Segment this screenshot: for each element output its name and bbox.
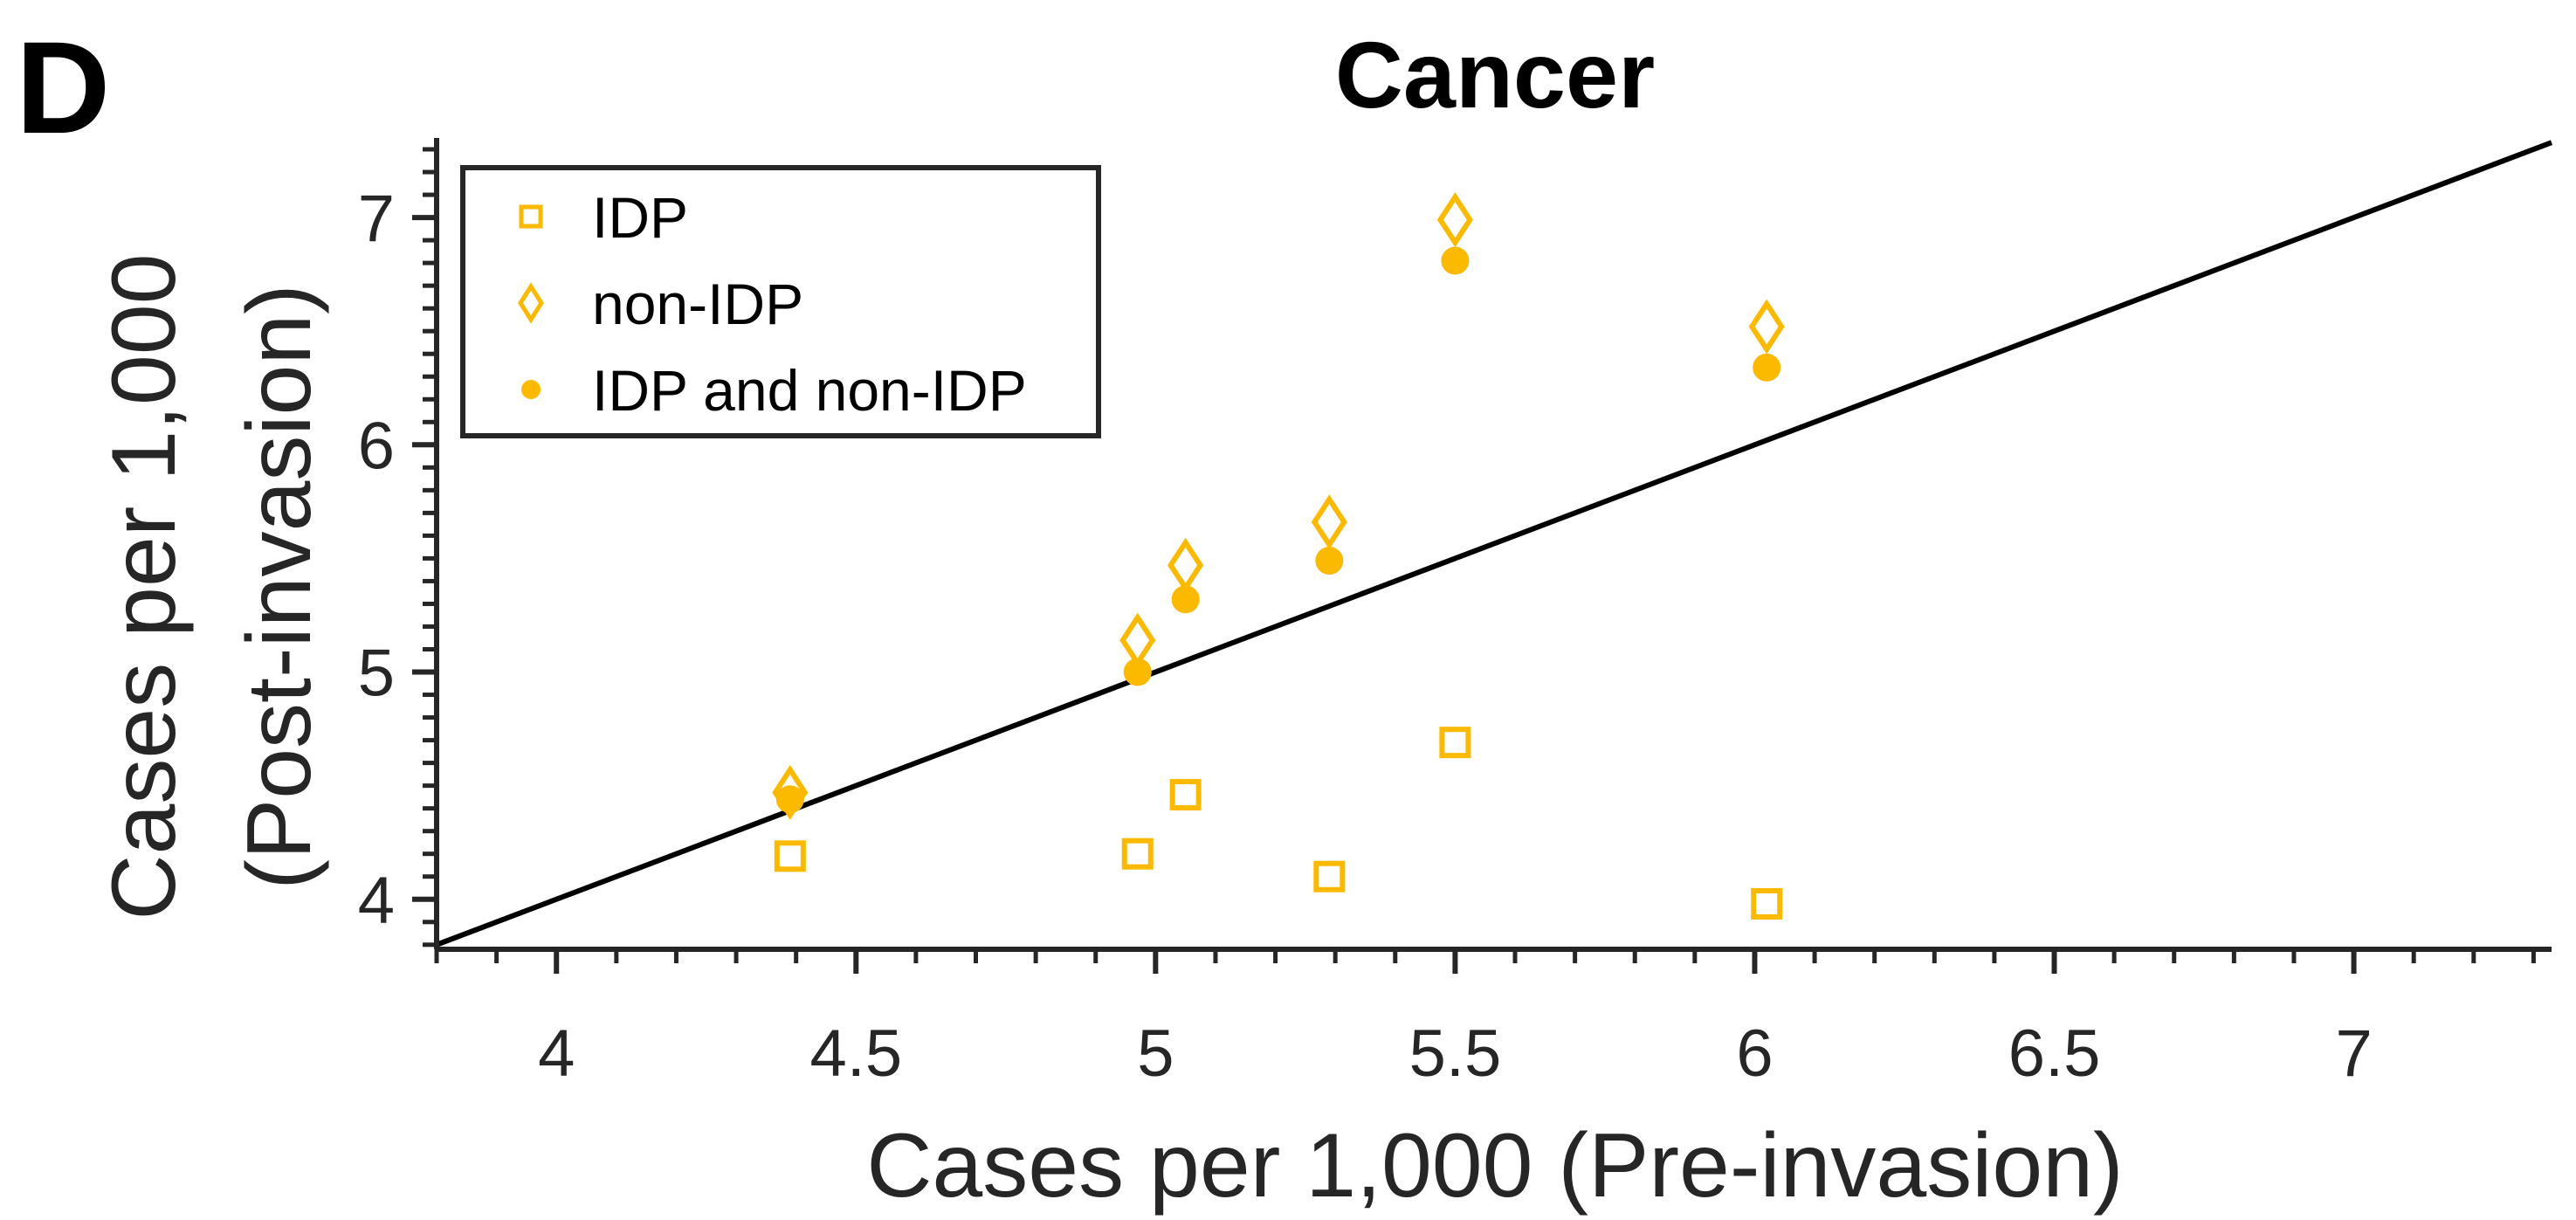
circle-data-point xyxy=(1171,585,1200,614)
diamond-data-point xyxy=(1311,494,1347,550)
circle-data-point xyxy=(1123,658,1152,686)
y-tick-label: 4 xyxy=(358,864,395,938)
square-data-point xyxy=(1313,860,1346,893)
square-data-point xyxy=(1751,887,1783,920)
legend-label: IDP and non-IDP xyxy=(592,358,1027,423)
x-tick-label: 5.5 xyxy=(1409,1017,1502,1091)
circle-data-point xyxy=(1753,353,1781,382)
diamond-data-point xyxy=(772,764,809,820)
diamond-data-point xyxy=(1167,537,1204,593)
legend-square-marker xyxy=(519,204,543,229)
legend-label: IDP xyxy=(592,185,688,250)
square-data-point xyxy=(1121,837,1154,870)
x-tick-label: 4 xyxy=(538,1017,575,1091)
y-axis-label-line-2: (Post-invasion) xyxy=(229,284,330,890)
legend-diamond-marker xyxy=(518,282,544,324)
square-data-point xyxy=(774,840,806,872)
x-axis-label: Cases per 1,000 (Pre-invasion) xyxy=(866,1115,2123,1217)
circle-data-point xyxy=(775,785,804,814)
x-tick-label: 6 xyxy=(1736,1017,1773,1091)
y-tick-label: 5 xyxy=(358,637,395,711)
square-data-point xyxy=(1439,727,1471,759)
legend-label: non-IDP xyxy=(592,272,803,336)
panel-label: D xyxy=(16,14,110,161)
diamond-data-point xyxy=(1436,192,1473,248)
legend-box xyxy=(460,165,1101,438)
legend: IDP non-IDP IDP and non-IDP xyxy=(460,165,1101,438)
y-tick-label: 7 xyxy=(358,182,395,256)
plot-area: 4 4.5 5 5.5 6 6.5 7 4 5 6 7 xyxy=(358,138,2553,1091)
x-tick-label: 7 xyxy=(2335,1017,2372,1091)
diamond-data-point xyxy=(1119,612,1156,668)
y-axis-label-line-1: Cases per 1,000 xyxy=(93,253,195,920)
circle-data-point xyxy=(1315,547,1344,576)
diamond-data-point xyxy=(1748,299,1785,355)
chart-title: Cancer xyxy=(1335,22,1655,128)
legend-circle-marker xyxy=(521,380,541,399)
y-tick-label: 6 xyxy=(358,409,395,483)
square-data-point xyxy=(1169,779,1202,811)
x-tick-label: 4.5 xyxy=(809,1017,902,1091)
x-tick-label: 6.5 xyxy=(2008,1017,2101,1091)
y-axis-label: Cases per 1,000 (Post-invasion) xyxy=(93,253,330,920)
x-tick-label: 5 xyxy=(1137,1017,1174,1091)
circle-data-point xyxy=(1441,246,1470,275)
